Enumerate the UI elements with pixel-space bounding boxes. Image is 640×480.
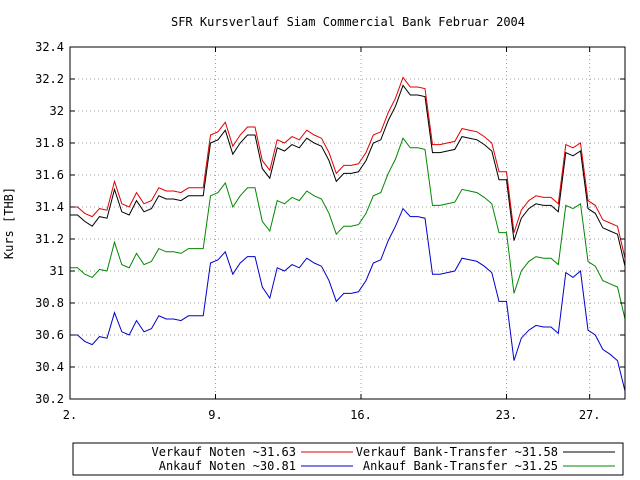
- series-line: [70, 76, 626, 259]
- y-tick-label: 31: [50, 264, 64, 278]
- series-layer: [70, 76, 626, 392]
- x-tick-label: 16.: [350, 408, 372, 422]
- x-tick-label: 9.: [208, 408, 222, 422]
- x-tick-label: 2.: [63, 408, 77, 422]
- y-tick-label: 30.2: [35, 392, 64, 406]
- y-tick-label: 30.8: [35, 296, 64, 310]
- y-tick-label: 32.4: [35, 40, 64, 54]
- y-tick-label: 32.2: [35, 72, 64, 86]
- series-line: [70, 84, 626, 267]
- y-tick-label: 31.6: [35, 168, 64, 182]
- series-line: [70, 207, 626, 392]
- y-axis-label-group: Kurs [THB]: [2, 187, 16, 259]
- grid: [70, 47, 625, 399]
- y-tick-label: 31.4: [35, 200, 64, 214]
- legend: Verkauf Noten ~31.63 Verkauf Bank-Transfe…: [152, 445, 615, 473]
- x-tick-label: 23.: [496, 408, 518, 422]
- chart-title: SFR Kursverlauf Siam Commercial Bank Feb…: [171, 15, 525, 29]
- legend-label: Verkauf Noten ~31.63: [152, 445, 297, 459]
- ticks: 30.2 30.4 30.6 30.8 31 31.2 31.4 31.6 31.8 32 32.2…: [35, 40, 625, 422]
- y-axis-label: Kurs [THB]: [2, 187, 16, 259]
- series-line: [70, 137, 626, 320]
- legend-label: Ankauf Bank-Transfer ~31.25: [363, 459, 558, 473]
- y-tick-label: 30.4: [35, 360, 64, 374]
- y-tick-label: 32: [50, 104, 64, 118]
- legend-label: Verkauf Bank-Transfer ~31.58: [356, 445, 558, 459]
- legend-box: [72, 442, 624, 476]
- legend-label: Ankauf Noten ~30.81: [159, 459, 296, 473]
- plot-frame: [69, 46, 626, 400]
- x-tick-label: 27.: [579, 408, 601, 422]
- y-tick-label: 30.6: [35, 328, 64, 342]
- y-tick-label: 31.8: [35, 136, 64, 150]
- y-tick-label: 31.2: [35, 232, 64, 246]
